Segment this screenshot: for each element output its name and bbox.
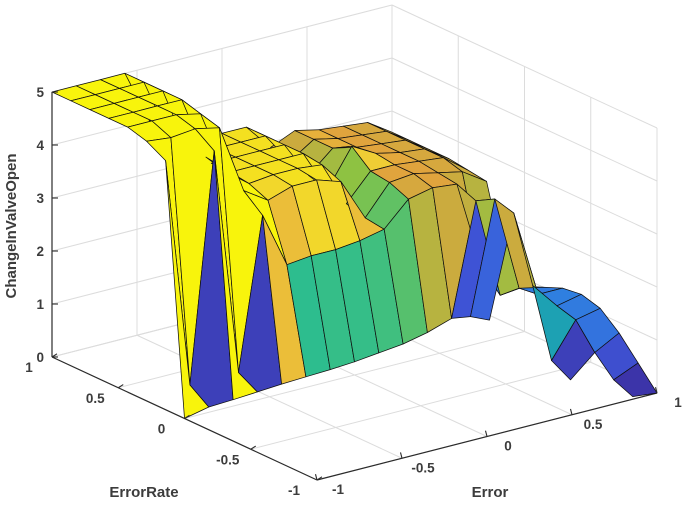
y-tick-label: -0.5 <box>216 452 240 467</box>
x-tick-mark <box>569 408 573 415</box>
x-axis-label: Error <box>472 484 509 501</box>
z-tick-label: 4 <box>36 138 44 153</box>
x-tick-label: 1 <box>674 395 682 410</box>
z-tick-label: 0 <box>36 350 44 365</box>
y-tick-mark <box>117 384 124 389</box>
y-tick-label: -1 <box>288 483 300 498</box>
z-tick-label: 2 <box>36 244 44 259</box>
x-tick-label: 0 <box>504 439 512 454</box>
x-tick-label: -0.5 <box>411 460 435 475</box>
x-tick-mark <box>484 430 488 437</box>
y-tick-mark <box>51 353 58 358</box>
x-tick-mark <box>654 387 658 394</box>
z-tick-label: 1 <box>36 297 44 312</box>
rightwall-grid-line <box>391 4 658 129</box>
rightwall-grid-line <box>391 110 658 235</box>
y-tick-mark <box>250 445 257 450</box>
y-tick-label: 1 <box>25 360 33 375</box>
surface-face <box>613 362 658 397</box>
y-tick-label: 0.5 <box>86 391 105 406</box>
x-tick-mark <box>399 452 403 459</box>
y-tick-mark <box>316 476 323 481</box>
z-tick-label: 5 <box>36 85 44 100</box>
surface-mesh <box>51 72 658 419</box>
z-axis-label: ChangeInValveOpen <box>3 153 20 298</box>
z-tick-label: 3 <box>36 191 44 206</box>
y-axis-label: ErrorRate <box>109 484 178 501</box>
rightwall-grid-line <box>391 57 658 182</box>
x-tick-mark <box>314 474 318 481</box>
y-tick-mark <box>184 414 190 419</box>
x-tick-label: 0.5 <box>584 417 603 432</box>
y-tick-label: 0 <box>158 422 166 437</box>
backwall-grid-line <box>51 57 393 146</box>
x-tick-label: -1 <box>332 482 344 497</box>
